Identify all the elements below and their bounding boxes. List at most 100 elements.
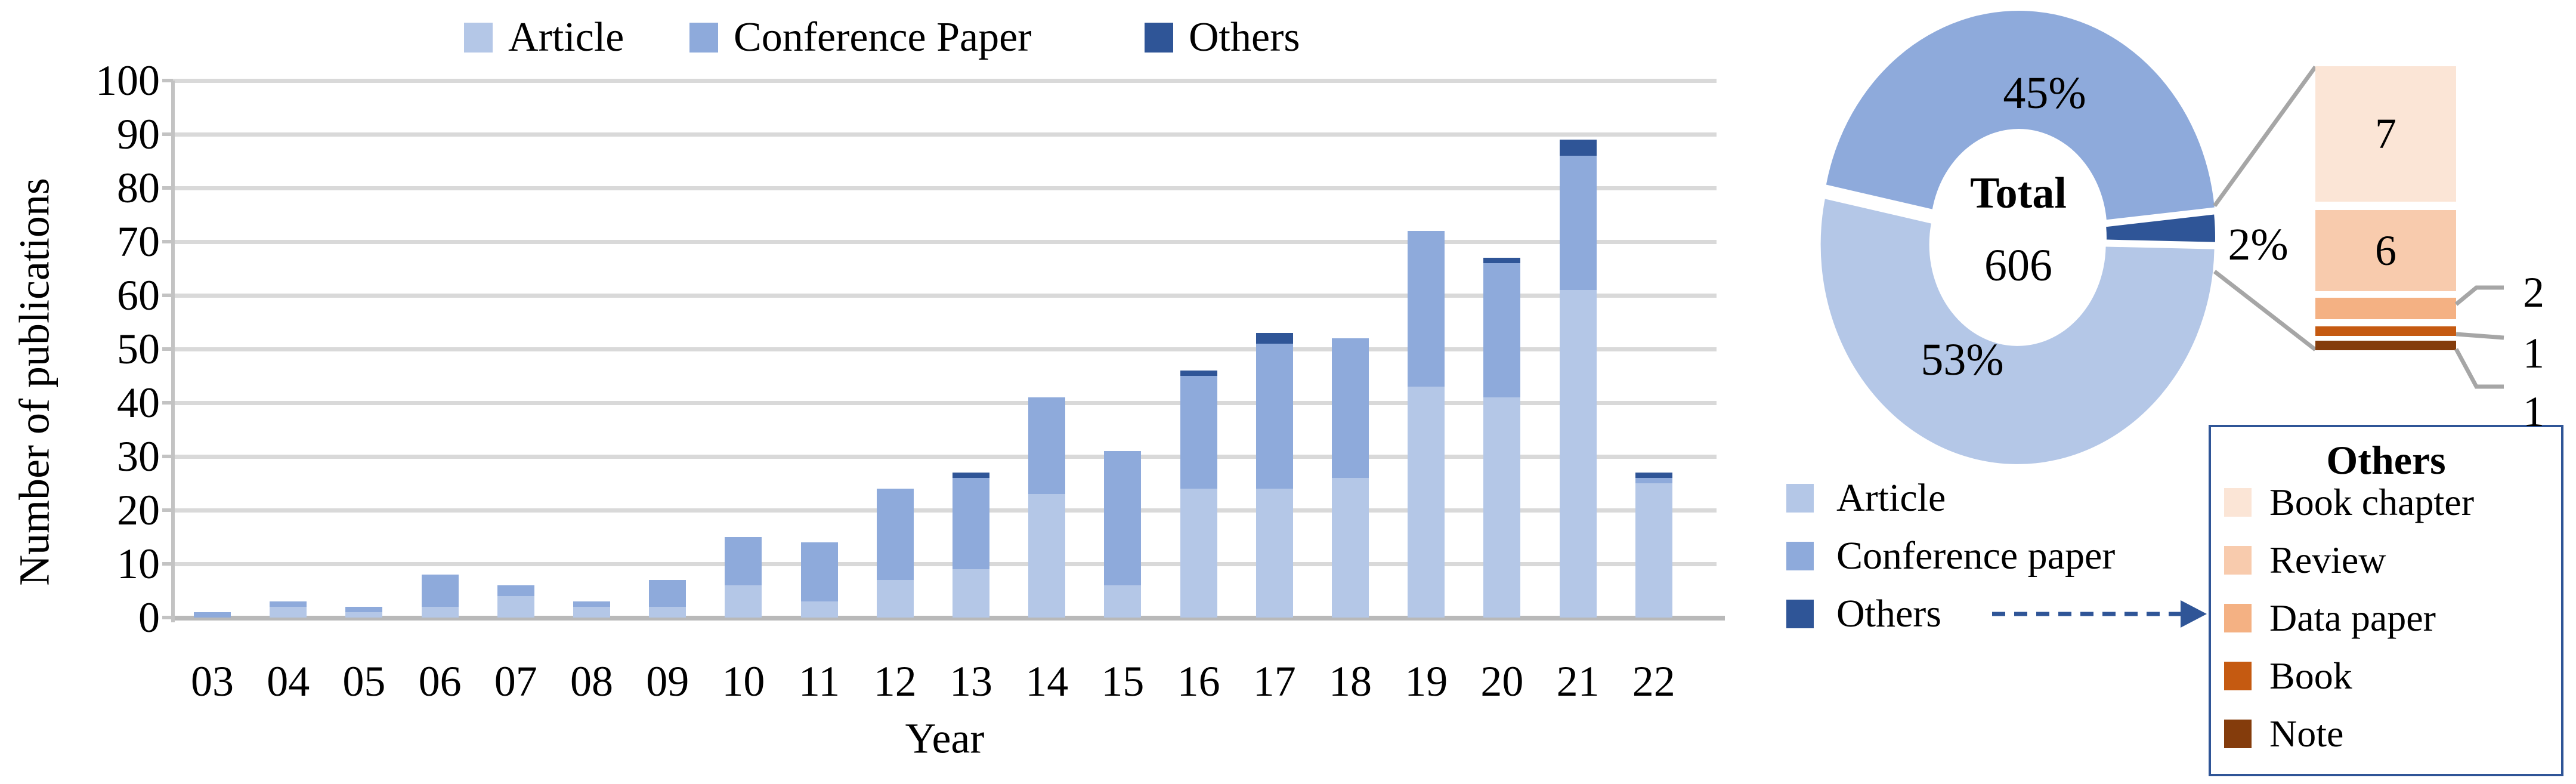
x-tick-label: 05 xyxy=(342,658,386,705)
bar-13-others xyxy=(953,473,989,478)
y-tick-label: 30 xyxy=(117,433,160,480)
box-item-book: Book xyxy=(2224,657,2352,695)
bar-19-conference-paper xyxy=(1408,231,1445,387)
review-swatch xyxy=(2224,546,2252,575)
y-tick-label: 80 xyxy=(117,164,160,212)
others-swatch xyxy=(1145,23,1173,53)
bar-16-conference-paper xyxy=(1180,376,1217,489)
box-label-note: Note xyxy=(2269,712,2344,755)
x-tick-label: 19 xyxy=(1405,658,1448,705)
x-tick-label: 15 xyxy=(1101,658,1145,705)
x-tick-label: 12 xyxy=(873,658,917,705)
note-swatch xyxy=(2224,720,2252,748)
y-tick-label: 20 xyxy=(117,486,160,534)
publications-bar-chart: 0 10 20 30 40 50 60 70 80 90 100 03 04 05 06 07 08 09 10 11… xyxy=(95,59,1725,705)
bar-10-conference-paper xyxy=(725,537,762,585)
bar-20-article xyxy=(1483,397,1521,618)
bar-17-conference-paper xyxy=(1255,344,1293,489)
bar-14-conference-paper xyxy=(1028,397,1066,494)
bar-08-article xyxy=(573,607,610,618)
others-legend-box: Others Book chapter Review Data paper Bo… xyxy=(2209,425,2563,776)
x-axis-line xyxy=(173,616,1725,621)
x-tick-label: 07 xyxy=(494,658,537,705)
others-value-note: 1 xyxy=(2523,388,2544,436)
bar-20-conference-paper xyxy=(1483,263,1521,397)
bar-07-conference-paper xyxy=(497,585,534,596)
pie-label-others-pct: 2% xyxy=(2228,220,2289,270)
others-value-data-paper: 2 xyxy=(2523,268,2544,316)
y-tick-label: 10 xyxy=(117,540,160,588)
y-tick-mark xyxy=(162,455,173,458)
leader-line-1 xyxy=(2456,332,2504,340)
bar-10-article xyxy=(725,585,762,618)
legend2-item-others: Others xyxy=(1786,594,1941,634)
y-tick-label: 40 xyxy=(117,379,160,427)
gridline xyxy=(173,132,1717,137)
bar-09-article xyxy=(649,607,686,618)
x-tick-label: 06 xyxy=(418,658,462,705)
legend-label-article: Article xyxy=(508,14,624,60)
x-tick-label: 09 xyxy=(646,658,689,705)
legend-label-others: Others xyxy=(1189,14,1300,60)
others-value-book: 1 xyxy=(2523,329,2544,377)
bar-04-conference-paper xyxy=(270,601,307,607)
y-tick-mark xyxy=(162,294,173,297)
bar-06-article xyxy=(421,607,459,618)
bar-20-others xyxy=(1483,258,1521,263)
gridline xyxy=(173,347,1717,351)
y-tick-label: 50 xyxy=(117,325,160,373)
leader-line-2 xyxy=(2454,348,2504,389)
x-tick-label: 10 xyxy=(722,658,765,705)
gridline xyxy=(173,401,1717,405)
box-label-book-chapter: Book chapter xyxy=(2269,481,2474,523)
conference-paper-swatch xyxy=(689,23,718,53)
gridline xyxy=(173,186,1717,190)
conference-paper-swatch xyxy=(1786,542,1814,570)
gridline xyxy=(173,562,1717,566)
pie-center-value: 606 xyxy=(1984,240,2052,291)
legend2-item-article: Article xyxy=(1786,479,1946,518)
others-bar-note xyxy=(2315,341,2456,350)
x-axis-title: Year xyxy=(905,714,985,763)
series-line-bottom xyxy=(2213,270,2317,351)
y-tick-mark xyxy=(162,562,173,566)
box-item-review: Review xyxy=(2224,541,2386,579)
others-bar-review xyxy=(2315,210,2456,291)
series-line-top xyxy=(2213,65,2317,208)
x-tick-label: 20 xyxy=(1480,658,1524,705)
bar-14-article xyxy=(1028,494,1066,618)
y-tick-mark xyxy=(162,79,173,82)
bar-04-article xyxy=(270,607,307,618)
bar-21-article xyxy=(1559,290,1597,618)
y-tick-mark xyxy=(162,616,173,619)
bar-12-conference-paper xyxy=(876,489,914,580)
bar-22-others xyxy=(1635,473,1672,478)
legend-item-others: Others xyxy=(1145,14,1300,60)
others-bar-data-paper xyxy=(2315,298,2456,319)
bar-11-conference-paper xyxy=(800,542,838,601)
box-item-book-chapter: Book chapter xyxy=(2224,483,2474,521)
bar-12-article xyxy=(876,580,914,618)
y-tick-mark xyxy=(162,347,173,351)
x-tick-label: 04 xyxy=(267,658,310,705)
pie-slice-others xyxy=(2106,214,2215,242)
bar-11-article xyxy=(800,601,838,618)
bar-17-article xyxy=(1255,489,1293,618)
bar-19-article xyxy=(1408,387,1445,618)
x-tick-label: 11 xyxy=(798,658,840,705)
leader-line-0 xyxy=(2454,285,2504,306)
legend-label-conference-paper: Conference Paper xyxy=(734,14,1032,60)
x-tick-label: 21 xyxy=(1556,658,1600,705)
legend2-item-conference-paper: Conference paper xyxy=(1786,536,2115,576)
box-label-review: Review xyxy=(2269,539,2386,581)
bar-05-conference-paper xyxy=(345,607,383,612)
others-bar-book-chapter xyxy=(2315,66,2456,202)
legend-item-conference-paper: Conference Paper xyxy=(689,14,1032,60)
x-tick-label: 16 xyxy=(1177,658,1220,705)
bar-22-conference-paper xyxy=(1635,478,1672,483)
gridline xyxy=(173,79,1717,83)
y-tick-mark xyxy=(162,132,173,136)
y-tick-mark xyxy=(162,186,173,190)
x-tick-label: 13 xyxy=(950,658,992,705)
